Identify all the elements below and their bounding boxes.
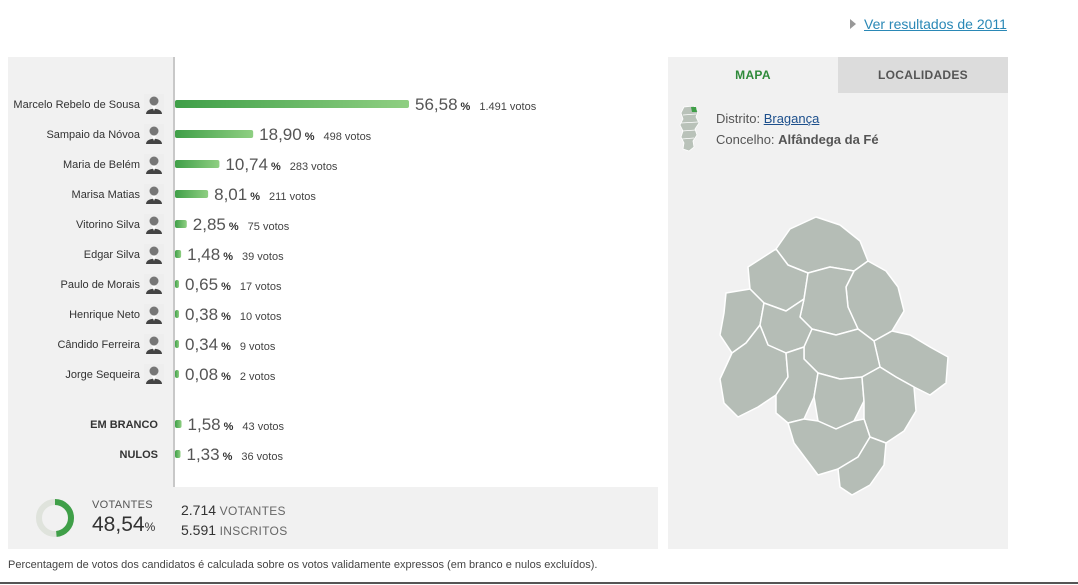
result-percentage: 18,90% 498 votos [259,125,372,144]
candidate-photo-icon [144,154,164,174]
candidate-name: Paulo de Morais [61,279,141,291]
location-info: Distrito: Bragança Concelho: Alfândega d… [678,105,879,158]
result-percentage: 1,58% 43 votos [188,415,285,434]
district-line: Distrito: Bragança [716,111,820,126]
parish-south-tip[interactable] [837,436,887,496]
result-bar [175,100,409,108]
candidate-photo-icon [144,184,164,204]
candidate-name: Jorge Sequeira [65,369,140,381]
result-bar [175,420,182,428]
candidate-name: Sampaio da Nóvoa [46,129,140,141]
parish-south-east[interactable] [861,366,917,444]
result-percentage: 1,48% 39 votos [187,245,284,264]
result-bar [175,450,181,458]
result-bar [175,250,182,258]
candidate-name: Henrique Neto [69,309,140,321]
result-bar [175,220,187,228]
candidate-name: NULOS [120,449,159,461]
bottom-divider [0,582,1078,584]
tab-localidades[interactable]: LOCALIDADES [838,57,1008,93]
result-percentage: 8,01% 211 votos [214,185,316,204]
candidate-photo-icon [144,334,164,354]
turnout-label: VOTANTES [92,499,153,511]
turnout-donut-icon [36,499,74,537]
result-percentage: 56,58% 1.491 votos [415,95,537,114]
candidate-name: Vitorino Silva [76,219,141,231]
district-link[interactable]: Bragança [763,111,820,126]
turnout-value: 48,54% [92,513,156,536]
play-triangle-icon [850,19,856,29]
result-bar [175,310,179,318]
candidate-photo-icon [144,124,164,144]
registered-line: 5.591 INSCRITOS [181,522,288,538]
candidate-photo-icon [144,244,164,264]
chart-area-background [173,57,658,487]
portugal-map-icon [679,105,700,152]
map-tabs: MAPA LOCALIDADES [668,57,1008,93]
municipality-line: Concelho: Alfândega da Fé [716,132,879,147]
result-percentage: 0,08% 2 votos [185,365,276,384]
voters-line: 2.714 VOTANTES [181,502,286,518]
result-bar [175,160,220,168]
parish-north[interactable] [775,216,869,274]
result-percentage: 10,74% 283 votos [225,155,338,174]
result-bar [175,190,209,198]
result-percentage: 0,34% 9 votos [185,335,276,354]
turnout-summary: VOTANTES 48,54% 2.714 VOTANTES 5.591 INS… [8,487,658,549]
results-panel: Marcelo Rebelo de Sousa 56,58% 1.491 votos… [8,57,658,549]
footnote: Percentagem de votos dos candidatos é ca… [8,559,598,571]
candidate-photo-icon [144,274,164,294]
result-percentage: 1,33% 36 votos [187,445,284,464]
results-bar-chart: Marcelo Rebelo de Sousa 56,58% 1.491 votos… [13,94,537,464]
result-percentage: 2,85% 75 votos [193,215,290,234]
result-bar [175,130,254,138]
candidate-name: EM BRANCO [90,419,158,431]
candidate-name: Cândido Ferreira [57,339,140,351]
result-bar [175,280,179,288]
candidate-photo-icon [144,214,164,234]
turnout-counts: 2.714 VOTANTES 5.591 INSCRITOS [181,501,288,541]
candidate-name: Edgar Silva [84,249,141,261]
municipality-value: Alfândega da Fé [778,132,879,147]
candidate-name: Marisa Matias [72,189,141,201]
result-bar [175,370,179,378]
previous-results-link[interactable]: Ver resultados de 2011 [850,16,1007,32]
candidate-photo-icon [144,364,164,384]
candidate-photo-icon [144,94,164,114]
candidate-name: Marcelo Rebelo de Sousa [13,99,140,111]
result-percentage: 0,38% 10 votos [185,305,282,324]
municipality-map [719,216,949,496]
result-bar [175,340,179,348]
result-percentage: 0,65% 17 votos [185,275,282,294]
location-text: Distrito: Bragança Concelho: Alfândega d… [716,108,879,150]
previous-results-anchor[interactable]: Ver resultados de 2011 [864,16,1007,32]
map-panel: MAPA LOCALIDADES Distrito: Bragança Conc… [668,57,1008,549]
tab-mapa[interactable]: MAPA [668,57,838,93]
candidate-photo-icon [144,304,164,324]
candidate-name: Maria de Belém [63,159,140,171]
